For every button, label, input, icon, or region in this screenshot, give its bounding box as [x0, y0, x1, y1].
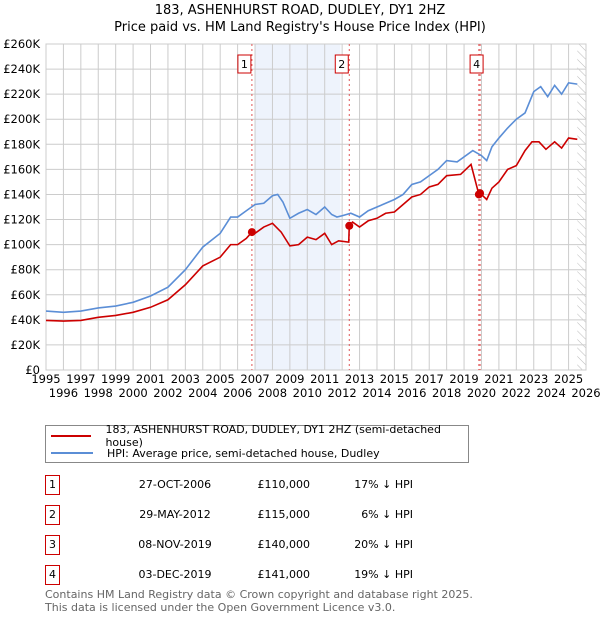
footer-line: Contains HM Land Registry data © Crown c… — [45, 588, 473, 601]
sale-point — [345, 221, 354, 230]
chart-subtitle: Price paid vs. HM Land Registry's House … — [114, 20, 486, 35]
y-tick-label: £100K — [3, 238, 40, 252]
sale-price: £141,000 — [257, 568, 311, 581]
y-tick-label: £60K — [11, 288, 41, 302]
sale-hpi-diff: 6% ↓ HPI — [361, 508, 413, 521]
x-tick-label: 2026 — [571, 386, 600, 400]
y-tick-label: £200K — [3, 112, 40, 126]
x-tick-label: 2011 — [310, 372, 339, 386]
x-tick-label: 2023 — [519, 372, 548, 386]
y-tick-label: £220K — [3, 87, 40, 101]
legend-label: 183, ASHENHURST ROAD, DUDLEY, DY1 2HZ (s… — [105, 423, 441, 449]
sale-number: 2 — [45, 505, 60, 525]
sale-label-box — [237, 54, 252, 74]
x-tick-label: 1999 — [101, 372, 130, 386]
y-tick-label: £120K — [3, 213, 40, 227]
legend-swatch-blue — [51, 452, 93, 454]
sale-number: 1 — [45, 475, 60, 495]
x-tick-label: 2013 — [345, 372, 374, 386]
x-tick-label: 2025 — [554, 372, 583, 386]
x-tick-label: 2017 — [415, 372, 444, 386]
sale-price: £110,000 — [257, 478, 311, 491]
x-tick-label: 2012 — [327, 386, 356, 400]
y-tick-label: £140K — [3, 187, 40, 201]
legend-label: HPI: Average price, semi-detached house,… — [107, 446, 380, 460]
sale-point — [476, 189, 485, 198]
chart-title: 183, ASHENHURST ROAD, DUDLEY, DY1 2HZ — [154, 3, 446, 18]
hatched-future — [577, 44, 586, 370]
legend-item-hpi: HPI: Average price, semi-detached house,… — [46, 445, 380, 461]
sale-label: 4 — [473, 58, 480, 71]
sale-label: 1 — [241, 58, 248, 71]
y-tick-label: £260K — [3, 37, 40, 51]
sale-date: 08-NOV-2019 — [138, 538, 212, 551]
legend-item-property: 183, ASHENHURST ROAD, DUDLEY, DY1 2HZ (s… — [46, 423, 468, 449]
x-tick-label: 2020 — [467, 386, 496, 400]
x-tick-label: 2008 — [258, 386, 287, 400]
sale-date: 03-DEC-2019 — [138, 568, 212, 581]
plot-frame — [45, 43, 587, 371]
x-tick-label: 2019 — [449, 372, 478, 386]
price-chart: 1995199619971998199920002001200220032004… — [3, 37, 600, 400]
y-tick-label: £20K — [11, 338, 41, 352]
y-tick-label: £40K — [11, 313, 41, 327]
y-tick-label: £0 — [25, 363, 40, 377]
sale-price: £140,000 — [257, 538, 311, 551]
x-tick-label: 2005 — [206, 372, 235, 386]
x-tick-label: 2016 — [397, 386, 426, 400]
x-tick-label: 2000 — [118, 386, 147, 400]
x-tick-label: 2006 — [223, 386, 252, 400]
sale-hpi-diff: 19% ↓ HPI — [354, 568, 413, 581]
x-tick-label: 2002 — [153, 386, 182, 400]
x-tick-label: 2018 — [432, 386, 461, 400]
x-tick-label: 2010 — [293, 386, 322, 400]
property-price-line — [46, 137, 578, 322]
sale-hpi-diff: 20% ↓ HPI — [354, 538, 413, 551]
footer-line: This data is licensed under the Open Gov… — [45, 601, 396, 614]
sale-date: 27-OCT-2006 — [138, 478, 212, 491]
x-tick-label: 2009 — [275, 372, 304, 386]
x-tick-label: 2024 — [537, 386, 566, 400]
x-tick-label: 1996 — [49, 386, 78, 400]
x-tick-label: 2015 — [380, 372, 409, 386]
x-tick-label: 2003 — [171, 372, 200, 386]
legend: 183, ASHENHURST ROAD, DUDLEY, DY1 2HZ (s… — [45, 423, 469, 463]
y-tick-label: £80K — [11, 263, 41, 277]
x-tick-label: 1997 — [66, 372, 95, 386]
hpi-line — [46, 82, 578, 314]
sale-price: £115,000 — [257, 508, 311, 521]
legend-swatch-red — [51, 435, 92, 437]
y-tick-label: £180K — [3, 137, 40, 151]
sale-label: 2 — [338, 58, 345, 71]
x-tick-label: 2004 — [188, 386, 217, 400]
sale-point — [247, 228, 256, 237]
sale-hpi-diff: 17% ↓ HPI — [354, 478, 413, 491]
y-tick-label: £240K — [3, 62, 40, 76]
x-tick-label: 1998 — [84, 386, 113, 400]
x-tick-label: 2022 — [502, 386, 531, 400]
y-tick-label: £160K — [3, 162, 40, 176]
x-tick-label: 2014 — [362, 386, 391, 400]
x-tick-label: 2021 — [484, 372, 513, 386]
x-tick-label: 1995 — [31, 372, 60, 386]
sale-number: 4 — [45, 565, 60, 585]
sale-label-box — [334, 54, 349, 74]
x-tick-label: 2007 — [240, 372, 269, 386]
shaded-period — [255, 44, 341, 370]
x-tick-label: 2001 — [136, 372, 165, 386]
sale-date: 29-MAY-2012 — [139, 508, 211, 521]
sale-number: 3 — [45, 535, 60, 555]
footer: Contains HM Land Registry data © Crown c… — [45, 588, 473, 614]
sale-label-box — [469, 54, 484, 74]
